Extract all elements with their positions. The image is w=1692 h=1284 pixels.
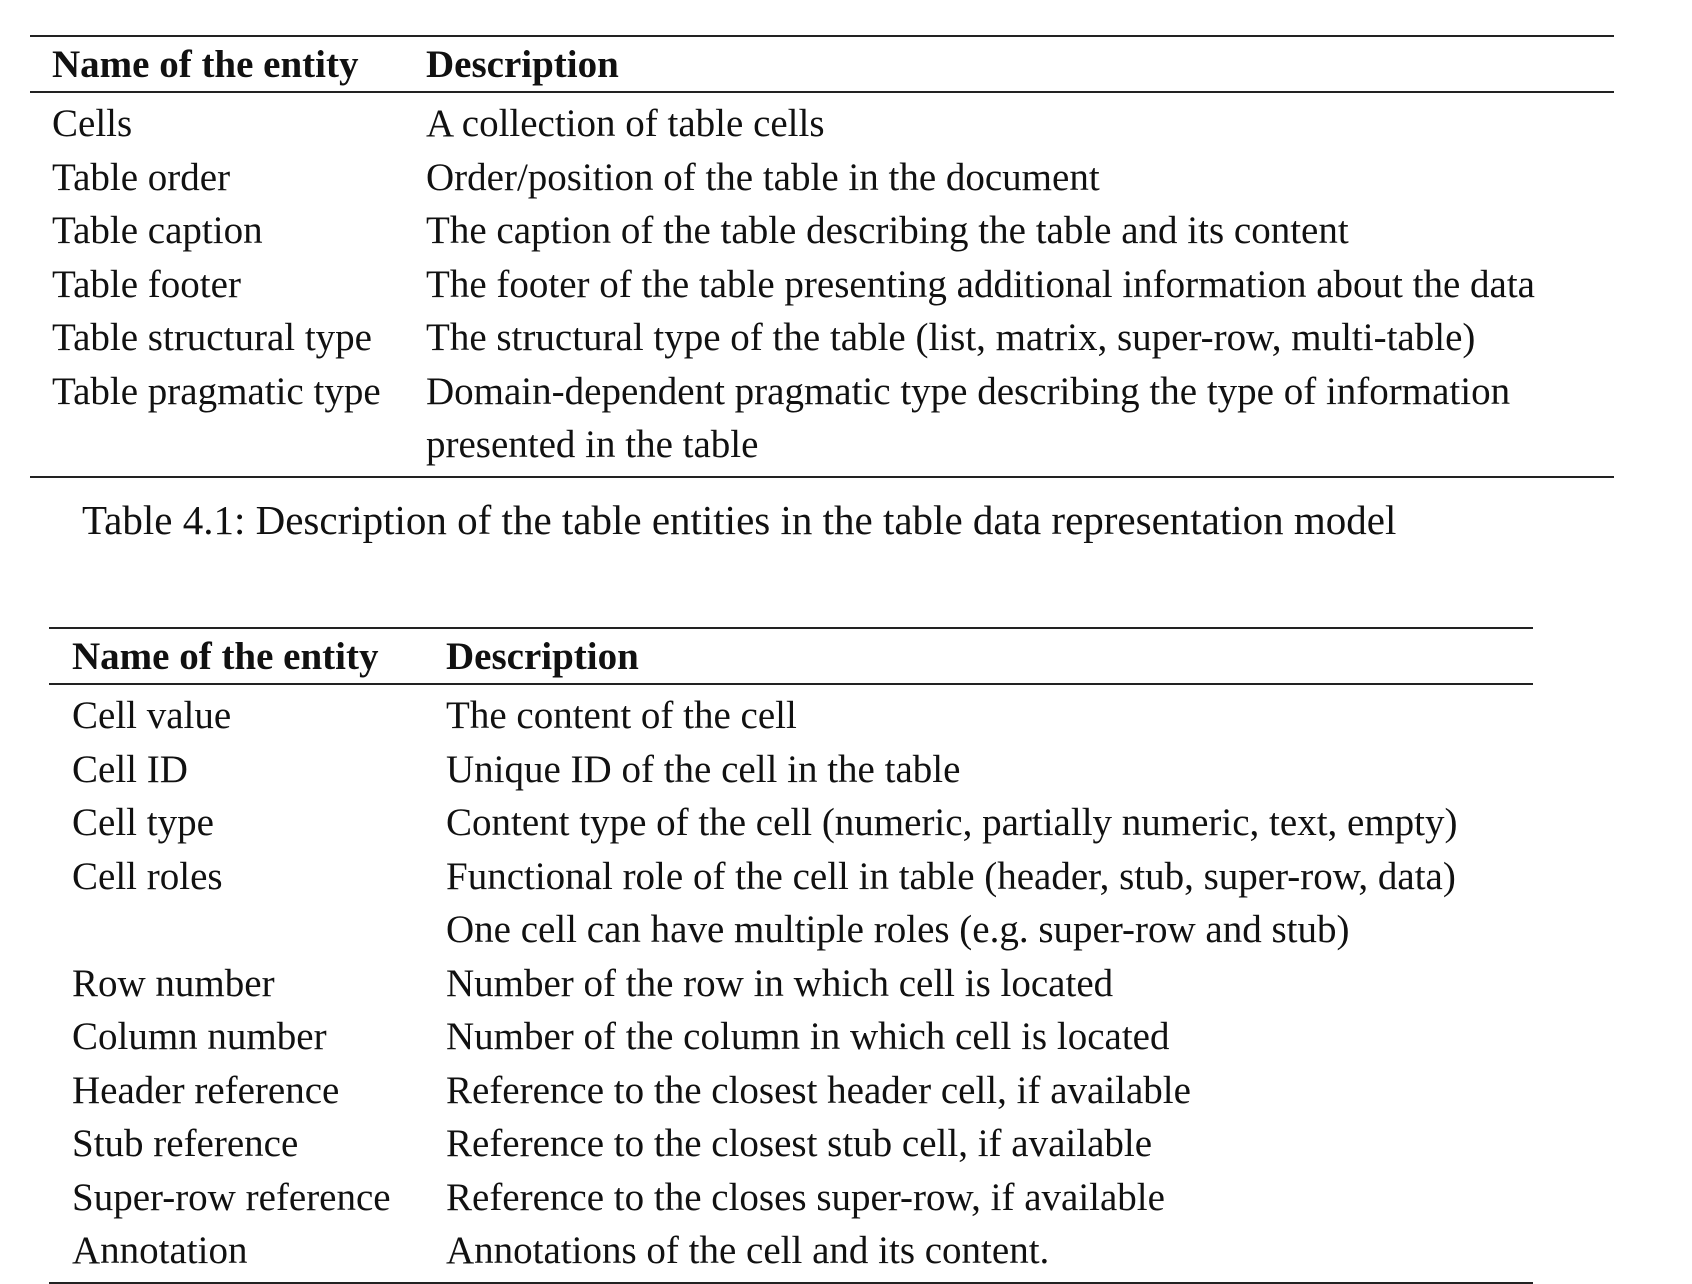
entity-name-cell: Table pragmatic type xyxy=(52,369,381,413)
table-row: Table footer The footer of the table pres… xyxy=(30,258,1614,312)
entity-name-cell: Header reference xyxy=(72,1068,340,1112)
entity-name-cell: Column number xyxy=(72,1015,327,1058)
entity-description-cell: The footer of the table presenting addit… xyxy=(426,262,1535,306)
table-caption: Table 4.1: Description of the table enti… xyxy=(82,497,1397,543)
entity-name-cell: Cells xyxy=(52,102,133,145)
entity-description-cell: Number of the row in which cell is locat… xyxy=(446,961,1114,1005)
entity-description-cell: A collection of table cells xyxy=(426,102,825,145)
entity-name-cell: Table structural type xyxy=(52,316,372,359)
entity-name-cell: Row number xyxy=(72,961,275,1005)
entity-name-cell: Cell type xyxy=(72,801,214,844)
table-row: Table order Order/position of the table i… xyxy=(30,151,1614,205)
entity-description-cell: Reference to the closes super-row, if av… xyxy=(446,1175,1165,1219)
entity-name-cell: Table caption xyxy=(52,209,263,252)
column-header-description: Description xyxy=(426,42,619,86)
table-row: Stub reference Reference to the closest s… xyxy=(49,1117,1533,1171)
table-row: Row number Number of the row in which cel… xyxy=(49,957,1533,1011)
entity-description-cell: Reference to the closest header cell, if… xyxy=(446,1068,1191,1112)
entity-description-cell: Annotations of the cell and its content. xyxy=(446,1229,1050,1272)
table-row: Cell type Content type of the cell (numer… xyxy=(49,796,1533,850)
entity-description-cell: Functional role of the cell in table (he… xyxy=(446,854,1456,898)
column-header-description: Description xyxy=(446,634,639,678)
table-row: Table caption The caption of the table de… xyxy=(30,204,1614,258)
table-row: Header reference Reference to the closest… xyxy=(49,1064,1533,1118)
table-header-row: Name of the entity Description xyxy=(49,628,1533,684)
table-row: Annotation Annotations of the cell and it… xyxy=(49,1224,1533,1283)
entity-name-cell: Table order xyxy=(52,155,231,199)
cell-entities-table: Name of the entity Description Cell valu… xyxy=(49,627,1533,1284)
table-row: Cell value The content of the cell xyxy=(49,684,1533,743)
table-row: Table pragmatic type Domain-dependent pra… xyxy=(30,365,1614,477)
table-row: Cells A collection of table cells xyxy=(30,92,1614,151)
entity-name-cell: Stub reference xyxy=(72,1122,299,1165)
table-row: Cell roles Functional role of the cell in… xyxy=(49,850,1533,904)
entity-name-cell: Table footer xyxy=(52,262,241,306)
table-entities-table: Name of the entity Description Cells A co… xyxy=(30,35,1614,478)
entity-description-cell: Unique ID of the cell in the table xyxy=(446,747,961,791)
entity-name-cell xyxy=(49,903,446,957)
table-row: Table structural type The structural type… xyxy=(30,311,1614,365)
entity-description-cell: Reference to the closest stub cell, if a… xyxy=(446,1122,1153,1165)
entity-name-cell: Cell value xyxy=(72,694,232,737)
table-row: Super-row reference Reference to the clos… xyxy=(49,1171,1533,1225)
entity-name-cell: Cell roles xyxy=(72,854,223,898)
cell-entities-grid: Name of the entity Description Cell valu… xyxy=(49,627,1533,1284)
table-row: Column number Number of the column in whi… xyxy=(49,1010,1533,1064)
entity-description-cell: The content of the cell xyxy=(446,694,797,737)
entity-description-cell: The caption of the table describing the … xyxy=(426,209,1349,252)
entity-name-cell: Cell ID xyxy=(72,747,188,791)
entity-description-cell: Content type of the cell (numeric, parti… xyxy=(446,801,1458,844)
entity-description-cell: Domain-dependent pragmatic type describi… xyxy=(426,369,1511,467)
entity-name-cell: Super-row reference xyxy=(72,1175,391,1219)
entity-description-cell: Number of the column in which cell is lo… xyxy=(446,1015,1170,1058)
column-header-name: Name of the entity xyxy=(72,634,379,678)
entity-description-cell: The structural type of the table (list, … xyxy=(426,316,1476,359)
column-header-name: Name of the entity xyxy=(52,42,359,86)
table-row: One cell can have multiple roles (e.g. s… xyxy=(49,903,1533,957)
table-entities-grid: Name of the entity Description Cells A co… xyxy=(30,35,1614,478)
entity-description-cell: Order/position of the table in the docum… xyxy=(426,155,1100,199)
table-row: Cell ID Unique ID of the cell in the tabl… xyxy=(49,743,1533,797)
entity-description-cell: One cell can have multiple roles (e.g. s… xyxy=(446,908,1350,951)
entity-name-cell: Annotation xyxy=(72,1229,248,1272)
table-header-row: Name of the entity Description xyxy=(30,36,1614,92)
